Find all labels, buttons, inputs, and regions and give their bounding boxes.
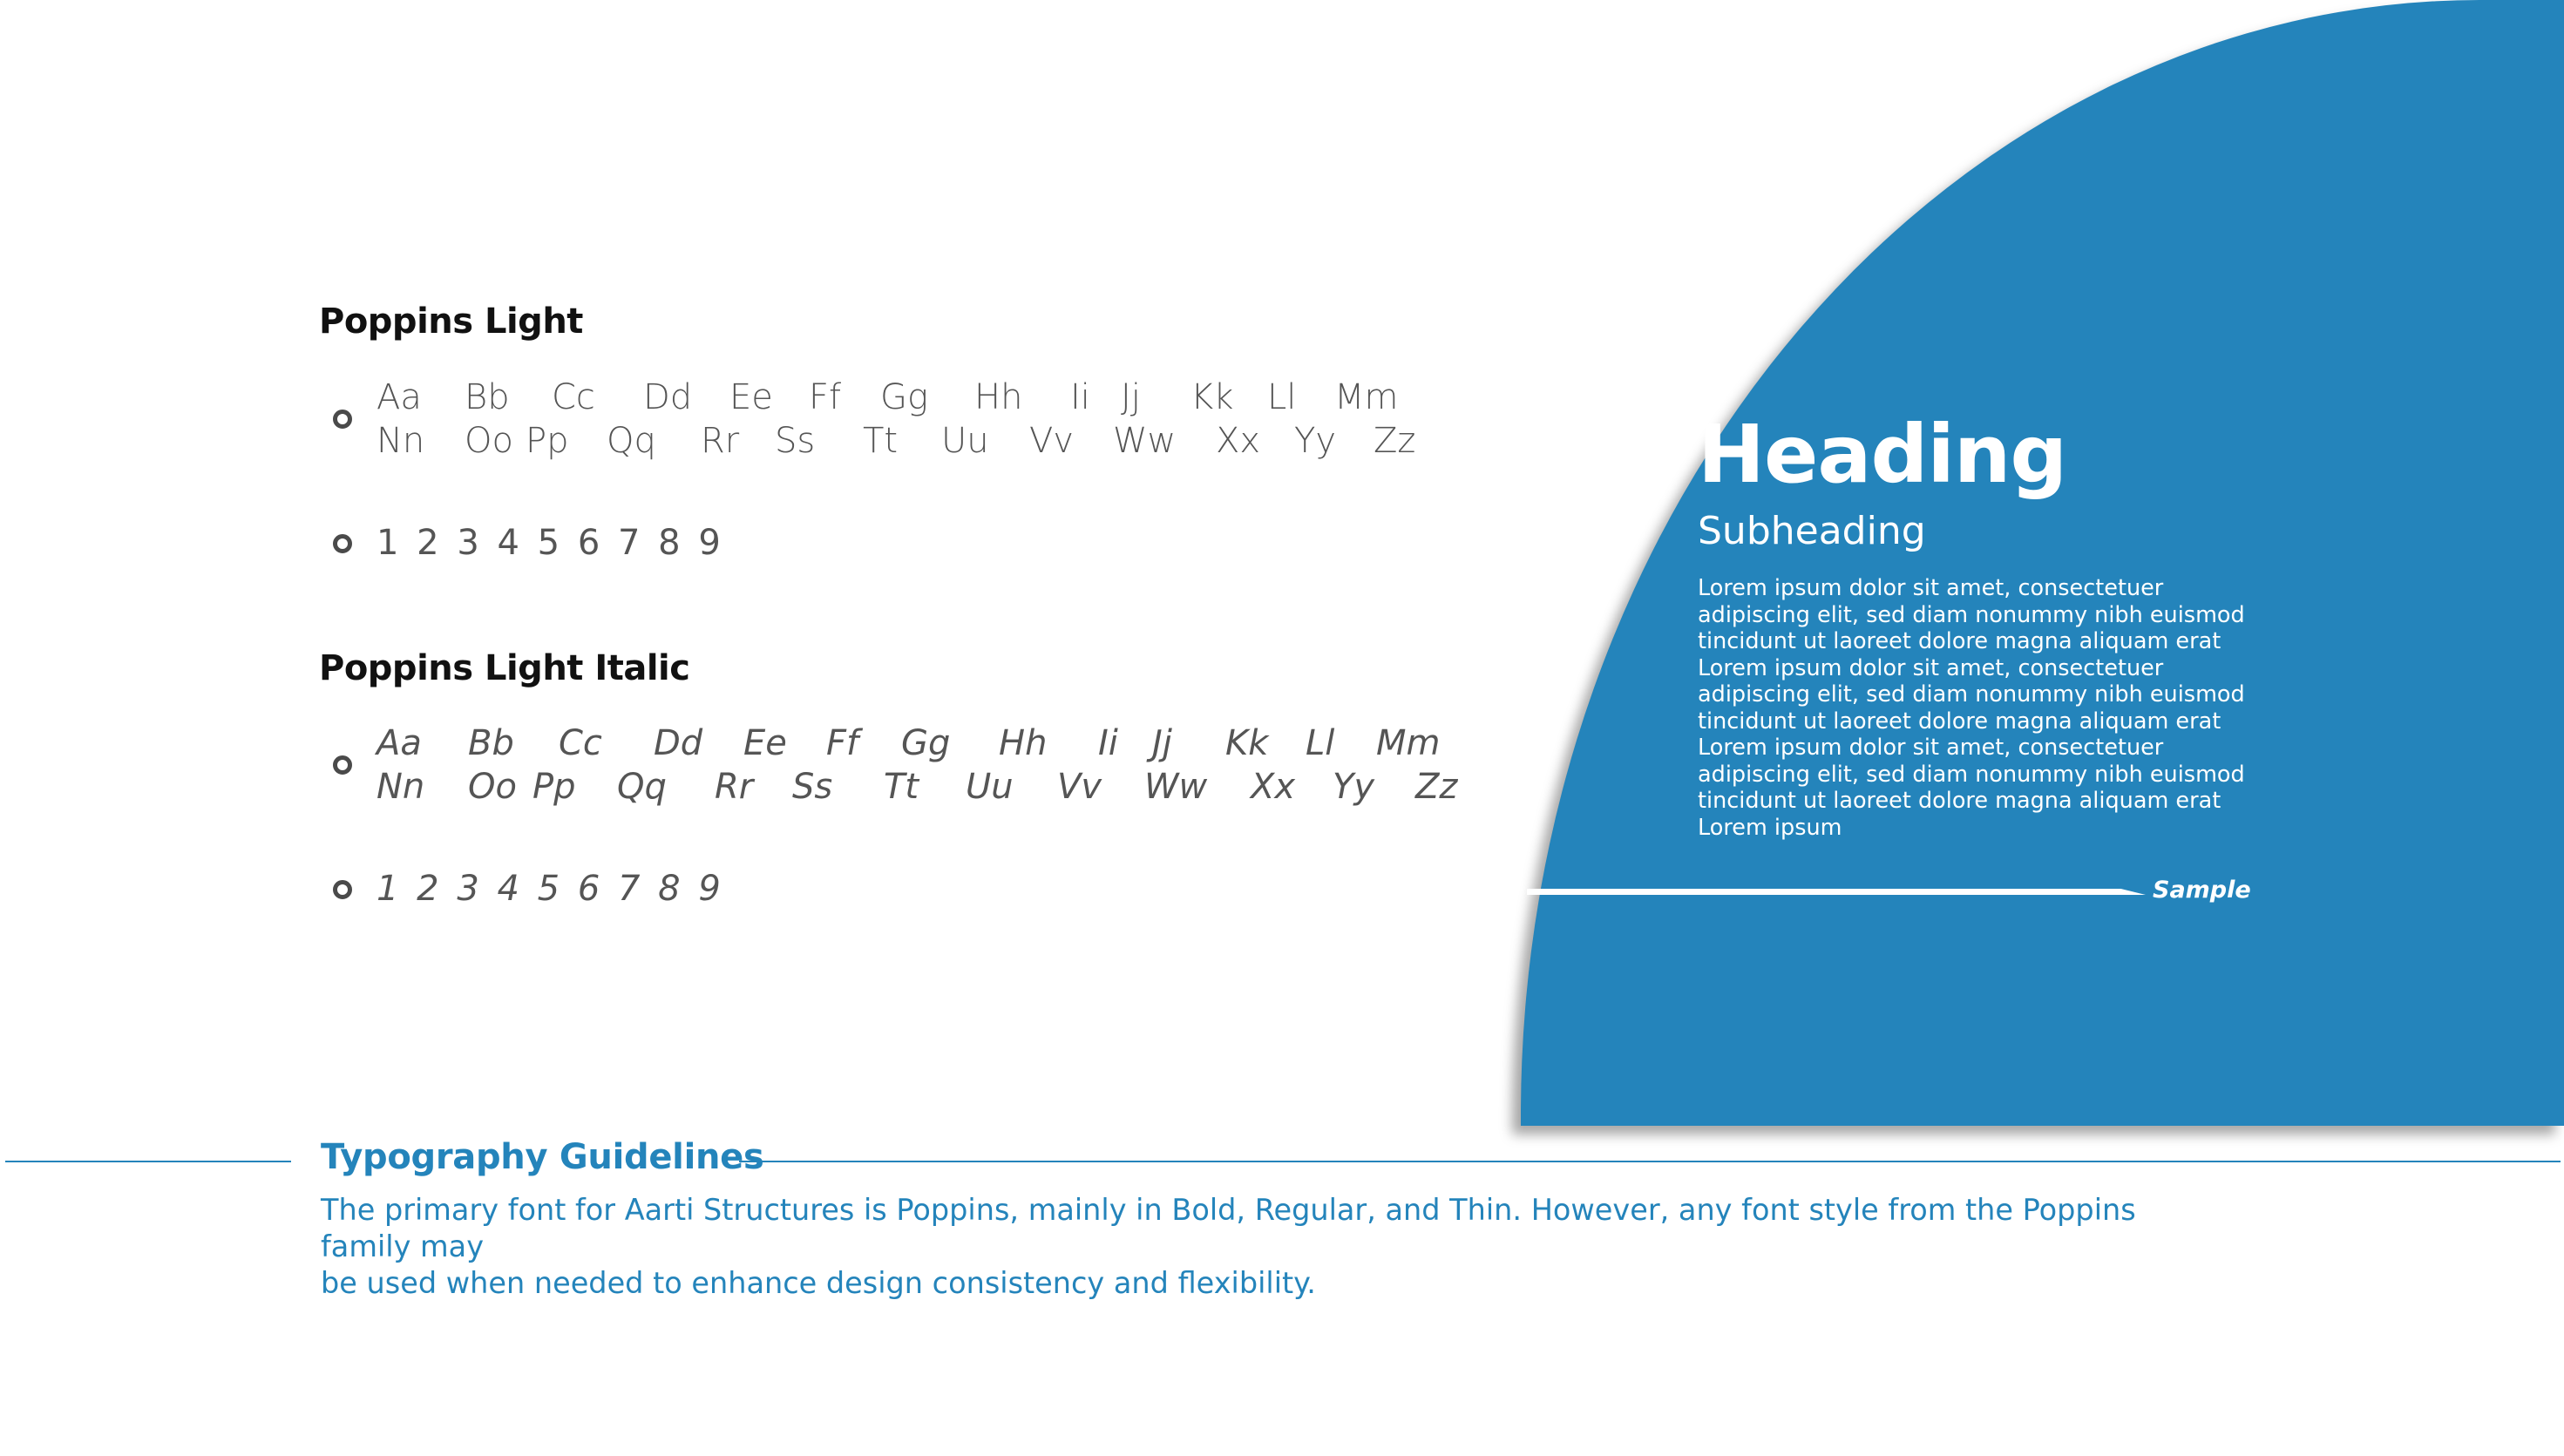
letter-pair: Pp (532, 767, 576, 807)
letter-pair: Ee (729, 377, 773, 417)
letter-pair: Zz (1374, 421, 1416, 461)
letter-pair: Xx (1251, 767, 1296, 807)
letter-pair: Qq (617, 767, 667, 807)
letter-pair: Pp (526, 421, 569, 461)
sample-body-line: tincidunt ut laoreet dolore magna aliqua… (1698, 788, 2221, 814)
bullet-icon (333, 755, 352, 775)
letter-pair: Qq (607, 421, 656, 461)
letter-pair: Ii (1098, 723, 1118, 763)
letter-pair: Bb (465, 377, 510, 417)
letter-pair: Vv (1029, 421, 1075, 461)
guidelines-title: Typography Guidelines (321, 1137, 764, 1177)
alphabet-row-italic-2: Nn Oo Pp Qq Rr Ss Tt Uu Vv Ww Xx Yy Zz (376, 765, 1471, 809)
letter-pair: Oo (465, 421, 513, 461)
sample-body-line: Lorem ipsum (1698, 814, 1842, 841)
letter-pair: Kk (1190, 377, 1234, 417)
sample-panel (1521, 0, 2564, 1126)
sample-divider-line (1527, 889, 2146, 895)
letter-pair: Aa (376, 377, 422, 417)
divider-left (5, 1161, 291, 1162)
bullet-icon (333, 534, 352, 553)
sample-body-line: tincidunt ut laoreet dolore magna aliqua… (1698, 708, 2221, 735)
section-title-light: Poppins Light (319, 301, 583, 342)
sample-body-line: adipiscing elit, sed diam nonummy nibh e… (1698, 681, 2245, 708)
sample-body-line: Lorem ipsum dolor sit amet, consectetuer (1698, 575, 2164, 601)
letter-pair: Oo (468, 767, 517, 807)
letter-pair: Uu (941, 421, 989, 461)
letter-pair: Rr (715, 767, 754, 807)
letter-pair: Tt (884, 767, 919, 807)
digits-light: 1 2 3 4 5 6 7 8 9 (376, 523, 724, 563)
alphabet-row-light-1: Aa Bb Cc Dd Ee Ff Gg Hh Ii Jj Kk Ll Mm (376, 376, 1404, 419)
letter-pair: Ff (826, 723, 859, 763)
letter-pair: Yy (1294, 421, 1337, 461)
letter-pair: Yy (1333, 767, 1375, 807)
letter-pair: Aa (376, 723, 422, 763)
guidelines-text-line: be used when needed to enhance design co… (321, 1266, 1316, 1300)
sample-body-line: tincidunt ut laoreet dolore magna aliqua… (1698, 628, 2221, 654)
sample-body-text: Lorem ipsum dolor sit amet, consectetuer… (1698, 575, 2273, 841)
letter-pair: Jj (1121, 377, 1141, 417)
letter-pair: Dd (643, 377, 693, 417)
sample-heading: Heading (1698, 408, 2067, 501)
letter-pair: Gg (901, 723, 951, 763)
letter-pair: Mm (1376, 723, 1441, 763)
letter-pair: Hh (999, 723, 1048, 763)
alphabet-row-italic-1: Aa Bb Cc Dd Ee Ff Gg Hh Ii Jj Kk Ll Mm (376, 721, 1449, 765)
letter-pair: Gg (880, 377, 928, 417)
letter-pair: Jj (1152, 723, 1172, 763)
bullet-icon (333, 880, 352, 899)
alphabet-row-light-2: Nn Oo Pp Qq Rr Ss Tt Uu Vv Ww Xx Yy Zz (376, 419, 1426, 463)
letter-pair: Ww (1144, 767, 1208, 807)
letter-pair: Mm (1334, 377, 1399, 417)
letter-pair: Rr (701, 421, 740, 461)
letter-pair: Kk (1225, 723, 1269, 763)
letter-pair: Ff (809, 377, 842, 417)
sample-body-line: Lorem ipsum dolor sit amet, consectetuer (1698, 654, 2164, 681)
letter-pair: Bb (468, 723, 514, 763)
letter-pair: Ss (792, 767, 833, 807)
letter-pair: Uu (966, 767, 1014, 807)
letter-pair: Ss (775, 421, 816, 461)
sample-body-line: adipiscing elit, sed diam nonummy nibh e… (1698, 601, 2245, 628)
guidelines-text-line: The primary font for Aarti Structures is… (321, 1193, 2136, 1263)
letter-pair: Vv (1057, 767, 1102, 807)
sample-label: Sample (2153, 877, 2251, 904)
sample-body-line: Lorem ipsum dolor sit amet, consectetuer (1698, 735, 2164, 761)
sample-body-line: adipiscing elit, sed diam nonummy nibh e… (1698, 761, 2245, 788)
letter-pair: Xx (1216, 421, 1261, 461)
digits-light-italic: 1 2 3 4 5 6 7 8 9 (376, 869, 724, 909)
letter-pair: Nn (376, 421, 425, 461)
section-title-light-italic: Poppins Light Italic (319, 648, 690, 688)
divider-right (739, 1161, 2561, 1162)
sample-subheading: Subheading (1698, 509, 1926, 553)
letter-pair: Ll (1267, 377, 1297, 417)
letter-pair: Hh (974, 377, 1023, 417)
letter-pair: Ww (1113, 421, 1177, 461)
letter-pair: Ll (1306, 723, 1335, 763)
bullet-icon (333, 410, 352, 429)
letter-pair: Ee (743, 723, 787, 763)
guidelines-text: The primary font for Aarti Structures is… (321, 1192, 2160, 1302)
letter-pair: Nn (376, 767, 425, 807)
letter-pair: Dd (654, 723, 703, 763)
letter-pair: Tt (863, 421, 899, 461)
letter-pair: Cc (559, 723, 602, 763)
letter-pair: Cc (552, 377, 595, 417)
letter-pair: Zz (1415, 767, 1458, 807)
letter-pair: Ii (1070, 377, 1090, 417)
